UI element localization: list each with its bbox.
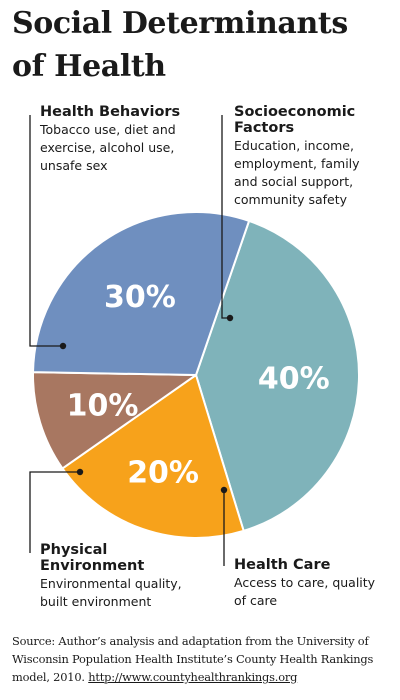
leader-dot-socioeconomic-factors <box>226 314 234 322</box>
leader-line-health-behaviors <box>29 115 63 347</box>
category-heading: Environment <box>40 558 145 574</box>
data-label-health-behaviors: 30% <box>104 280 176 315</box>
data-label-socioeconomic-factors: 40% <box>258 362 330 397</box>
category-description-line: and social support, <box>234 174 354 189</box>
category-description-line: Environmental quality, <box>40 576 182 591</box>
title-line-1: Social Determinants <box>12 6 348 41</box>
source-note: Source: Author’s analysis and adaptation… <box>12 632 397 686</box>
category-heading: Physical <box>40 542 108 558</box>
leader-dot-health-care <box>220 486 228 494</box>
category-description-line: Education, income, <box>234 138 354 153</box>
source-link[interactable]: http://www.countyhealthrankings.org <box>88 670 298 684</box>
pie-chart: 40% 20% 10% 30% <box>29 115 360 566</box>
title-line-2: of Health <box>12 49 166 84</box>
category-heading: Health Care <box>234 557 331 573</box>
category-heading: Socioeconomic <box>234 104 356 120</box>
category-description-line: Access to care, quality <box>234 575 376 590</box>
leader-dot-health-behaviors <box>59 342 67 350</box>
category-description-line: exercise, alcohol use, <box>40 140 175 155</box>
source-text: Source: Author’s analysis and adaptation… <box>12 634 374 684</box>
category-physical-environment: Physical Environment Environmental quali… <box>40 542 205 611</box>
category-description-line: employment, family <box>234 156 360 171</box>
category-heading: Factors <box>234 120 295 136</box>
category-heading: Health Behaviors <box>40 104 181 120</box>
category-description-line: Tobacco use, diet and <box>40 122 176 137</box>
data-label-health-care: 20% <box>127 456 199 491</box>
category-description-line: of care <box>234 593 278 608</box>
category-health-care: Health Care Access to care, quality of c… <box>234 557 394 610</box>
leader-dot-physical-environment <box>76 468 84 476</box>
data-label-physical-environment: 10% <box>67 389 139 424</box>
pie-slice-health-behaviors <box>32 211 251 376</box>
category-description-line: built environment <box>40 594 152 609</box>
chart-title: Social Determinants of Health <box>12 2 392 88</box>
leader-line-physical-environment <box>29 471 80 553</box>
pie-slice-physical-environment <box>32 371 197 470</box>
category-description-line: unsafe sex <box>40 158 108 173</box>
pie-slice-socioeconomic-factors <box>195 219 360 532</box>
category-description-line: community safety <box>234 192 348 207</box>
category-health-behaviors: Health Behaviors Tobacco use, diet and e… <box>40 104 205 175</box>
category-socioeconomic-factors: Socioeconomic Factors Education, income,… <box>234 104 394 209</box>
